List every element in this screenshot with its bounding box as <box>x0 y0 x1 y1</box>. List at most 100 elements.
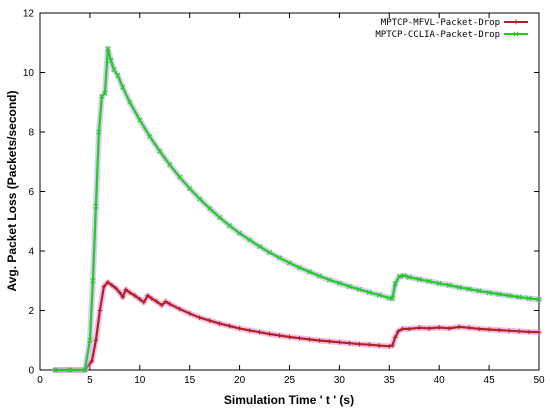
data-point <box>327 339 332 344</box>
data-point <box>113 285 119 291</box>
x-tick-label: 50 <box>533 375 545 386</box>
y-tick-label: 0 <box>28 366 34 377</box>
data-point <box>137 296 142 302</box>
data-point <box>486 290 492 296</box>
data-point <box>496 291 502 297</box>
data-point <box>392 281 398 287</box>
data-point <box>217 321 222 326</box>
x-axis-ticks: 0 5 10 15 20 25 30 35 40 45 50 <box>37 13 545 386</box>
data-point <box>390 343 395 348</box>
data-point <box>393 335 398 340</box>
data-point <box>217 214 223 220</box>
data-point <box>257 330 262 335</box>
legend-marker <box>513 19 519 25</box>
data-point <box>102 90 108 96</box>
data-point <box>177 306 182 312</box>
series-layer <box>52 45 542 373</box>
x-tick-label: 30 <box>334 375 346 386</box>
data-point <box>111 66 117 73</box>
data-point <box>123 287 129 292</box>
x-tick-label: 5 <box>87 375 93 386</box>
data-point <box>356 286 362 292</box>
data-point <box>127 290 133 295</box>
data-point <box>266 249 273 256</box>
y-tick-label: 2 <box>28 306 34 317</box>
data-point <box>437 325 442 330</box>
data-point <box>149 296 154 301</box>
data-point <box>466 325 472 330</box>
data-point <box>446 326 452 331</box>
data-point <box>127 99 133 105</box>
legend-label: MPTCP-MFVL-Packet-Drop <box>381 18 500 28</box>
data-point <box>306 269 313 275</box>
data-point <box>287 334 292 340</box>
data-point <box>67 367 73 373</box>
x-tick-label: 15 <box>184 375 196 386</box>
data-point <box>316 273 322 279</box>
data-point <box>357 341 362 347</box>
data-point <box>117 290 123 295</box>
data-point <box>207 318 212 323</box>
data-point <box>346 283 352 289</box>
data-point <box>52 367 58 373</box>
data-point <box>257 243 263 250</box>
y-tick-label: 12 <box>23 9 35 20</box>
data-point <box>96 129 102 135</box>
data-point <box>145 293 150 298</box>
data-point <box>276 255 283 261</box>
y-tick-label: 4 <box>28 247 34 258</box>
data-point <box>396 329 401 334</box>
data-point <box>137 117 143 123</box>
data-point <box>317 338 322 343</box>
data-point <box>115 72 121 79</box>
x-tick-label: 25 <box>284 375 296 386</box>
data-point <box>89 358 95 364</box>
data-point <box>446 282 452 288</box>
data-point <box>120 84 126 90</box>
data-point <box>337 340 342 345</box>
legend-label: MPTCP-CCLIA-Packet-Drop <box>375 30 500 40</box>
data-point <box>496 327 502 333</box>
data-point <box>197 315 202 320</box>
data-point <box>82 367 88 373</box>
data-point <box>93 338 99 343</box>
data-point <box>101 284 107 289</box>
data-point <box>400 326 405 332</box>
data-point <box>476 326 482 332</box>
data-point <box>297 335 302 341</box>
x-axis-title: Simulation Time ' t ' (s) <box>224 393 354 407</box>
data-point <box>401 273 407 279</box>
data-point <box>366 289 372 295</box>
x-tick-label: 10 <box>134 375 146 386</box>
series-line <box>55 47 540 372</box>
data-point <box>90 278 96 284</box>
legend-marker <box>513 31 519 37</box>
data-point <box>197 196 203 202</box>
data-point <box>237 230 243 236</box>
data-point <box>227 323 232 329</box>
data-point <box>105 280 111 285</box>
y-axis-ticks: 0 2 4 6 8 10 12 <box>23 9 539 377</box>
y-tick-label: 10 <box>23 68 35 79</box>
data-point <box>536 296 542 303</box>
data-point <box>167 301 172 307</box>
data-point <box>526 295 532 301</box>
data-point <box>406 274 412 280</box>
data-point <box>163 299 168 304</box>
data-point <box>296 265 303 271</box>
data-point <box>120 294 126 300</box>
data-point <box>336 280 342 286</box>
y-axis-title: Avg. Packet Loss (Packets/second) <box>5 91 19 292</box>
data-point <box>426 278 432 284</box>
data-point <box>159 302 164 308</box>
data-point <box>147 133 153 140</box>
data-point <box>247 237 253 243</box>
data-point <box>227 223 233 229</box>
data-point <box>157 148 163 154</box>
data-point <box>396 273 402 279</box>
x-tick-label: 40 <box>434 375 446 386</box>
data-point <box>167 162 173 168</box>
data-point <box>307 337 312 342</box>
data-point <box>376 292 382 298</box>
